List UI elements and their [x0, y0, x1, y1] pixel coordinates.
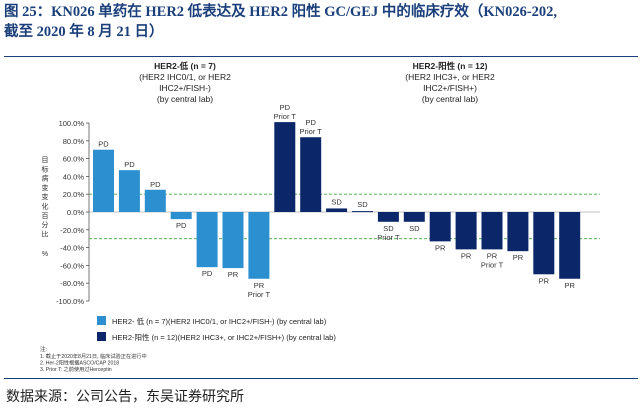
figure-title-line2: 截至 2020 年 8 月 21 日） — [4, 24, 164, 40]
bar-response-label: PD — [176, 221, 187, 230]
y-axis-label-char: 分 — [42, 220, 49, 229]
source-note: 数据来源：公司公告，东吴证券研究所 — [6, 390, 244, 405]
y-tick-label: 0.0% — [67, 208, 84, 217]
bar-response-label: PR — [228, 270, 239, 279]
bar-response-label: Prior T — [377, 233, 400, 242]
bar-response-label: PD — [98, 140, 109, 149]
bar-her2-low — [93, 149, 114, 212]
bar-response-label: SD — [409, 224, 420, 233]
figure-title-line1: 图 25：KN026 单药在 HER2 低表达及 HER2 阳性 GC/GEJ … — [4, 4, 558, 20]
group-label-line: (HER2 IHC3+, or HER2 — [405, 72, 495, 82]
y-tick-label: 60.0% — [63, 155, 85, 164]
bar-her2-positive — [429, 212, 451, 242]
group-label-line: HER2-低 (n = 7) — [154, 61, 216, 71]
legend-label: HER2- 低 (n = 7)(HER2 IHC0/1, or IHC2+/FI… — [112, 316, 327, 326]
bar-her2-positive — [403, 212, 425, 222]
y-axis-label-char: 比 — [42, 229, 49, 238]
y-tick-label: 80.0% — [63, 137, 85, 146]
y-axis-label-char: 病 — [42, 174, 49, 183]
bar-response-label: SD — [331, 197, 342, 206]
bar-her2-low — [170, 212, 192, 220]
bar-response-label: PD — [150, 180, 161, 189]
y-axis-label-char: 标 — [42, 164, 49, 173]
bar-response-label: Prior T — [274, 112, 297, 121]
group-label-line: IHC2+/FISH+) — [423, 83, 477, 93]
bar-her2-positive — [455, 212, 477, 250]
bar-response-label: PD — [202, 269, 213, 278]
bar-response-label: SD — [383, 224, 394, 233]
notes-title: 注: — [40, 345, 48, 353]
source-divider — [4, 378, 638, 379]
bar-her2-positive — [507, 212, 529, 252]
bar-response-label: Prior T — [481, 260, 504, 269]
bar-response-label: PR — [435, 243, 446, 252]
bar-response-label: PR — [564, 281, 575, 290]
y-tick-label: -20.0% — [60, 226, 84, 235]
figure-title: 图 25：KN026 单药在 HER2 低表达及 HER2 阳性 GC/GEJ … — [4, 2, 640, 42]
group-label-line: (by central lab) — [422, 94, 478, 104]
legend-swatch — [97, 332, 106, 341]
y-tick-label: 40.0% — [63, 172, 85, 181]
bar-response-label: Prior T — [300, 127, 323, 136]
bar-response-label: Prior T — [248, 290, 271, 299]
bar-her2-positive — [274, 122, 296, 212]
group-label-line: (HER2 IHC0/1, or HER2 — [139, 72, 231, 82]
y-axis-label-char: % — [42, 251, 48, 258]
legend-swatch — [97, 316, 106, 325]
group-label-line: (by central lab) — [157, 94, 213, 104]
y-tick-label: -100.0% — [56, 297, 84, 306]
bar-her2-positive — [559, 212, 581, 279]
y-axis-label-char: 变 — [42, 192, 49, 201]
bar-response-label: PD — [124, 160, 135, 169]
group-label-line: HER2-阳性 (n = 12) — [413, 61, 488, 71]
legend-label: HER2-阳性 (n = 12)(HER2 IHC3+, or IHC2+/FI… — [112, 332, 336, 342]
group-label-line: IHC2+/FISH-) — [159, 83, 211, 93]
bar-response-label: PR — [539, 276, 550, 285]
y-axis-label-char: 变 — [42, 183, 49, 192]
y-axis-label-char: 目 — [42, 156, 49, 164]
y-axis-label-char: 化 — [42, 202, 49, 211]
bar-her2-positive — [300, 137, 322, 212]
bar-her2-low — [222, 212, 244, 269]
bar-response-label: PD — [305, 118, 316, 127]
bar-her2-low — [248, 212, 270, 279]
y-tick-label: -80.0% — [60, 279, 84, 288]
bar-response-label: PR — [461, 251, 472, 260]
y-tick-label: -60.0% — [60, 261, 84, 270]
bar-response-label: PD — [280, 103, 291, 112]
y-axis-label-char: 百 — [42, 212, 49, 220]
y-tick-label: 20.0% — [63, 190, 85, 199]
note-line: 3. Prior T: 之前使用过Herceptin — [40, 365, 112, 373]
waterfall-chart: 100.0% 80.0% 60.0% 40.0% 20.0% 0.0% -20.0% -40.… — [40, 61, 600, 373]
bar-her2-low — [144, 189, 166, 212]
bar-response-label: PR — [254, 281, 265, 290]
bar-her2-low — [118, 170, 140, 212]
bar-her2-positive — [352, 211, 373, 213]
note-line: 2. Her-2阳性根据ASCO/CAP 2018 — [40, 359, 119, 367]
bar-her2-positive — [533, 212, 555, 275]
bar-her2-positive — [481, 212, 503, 250]
bar-response-label: PR — [513, 253, 524, 262]
bar-her2-positive — [377, 212, 399, 222]
bar-her2-positive — [326, 208, 348, 212]
y-tick-label: 100.0% — [59, 119, 85, 128]
bar-response-label: SD — [357, 200, 368, 209]
note-line: 1. 截止于2020年8月21日, 临床试验正在进行中 — [40, 352, 147, 360]
title-divider — [4, 56, 638, 57]
bar-response-label: PR — [487, 251, 498, 260]
y-tick-label: -40.0% — [60, 244, 84, 253]
bar-her2-low — [196, 212, 218, 268]
